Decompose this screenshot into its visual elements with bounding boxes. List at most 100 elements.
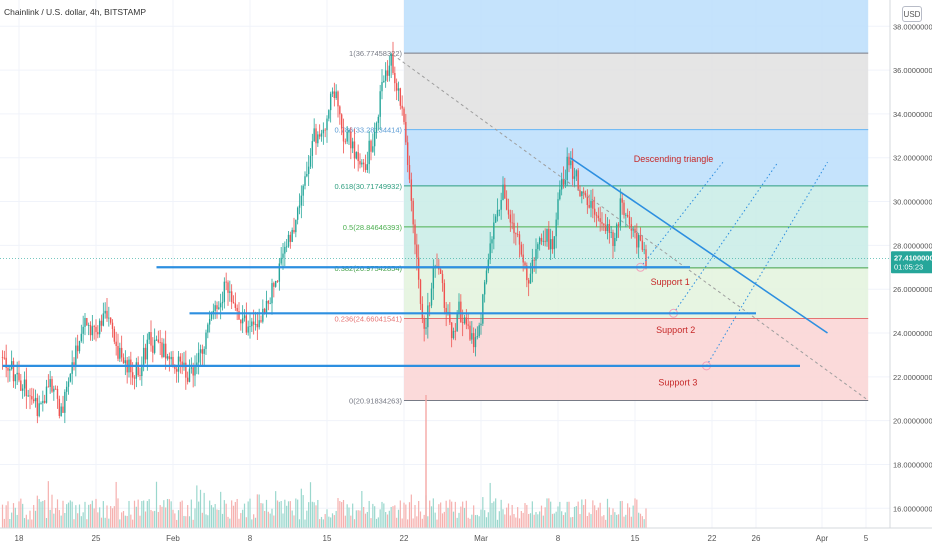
volume-bar <box>385 512 387 528</box>
candle-body <box>262 308 264 322</box>
candle-body <box>405 121 407 143</box>
volume-bar <box>463 507 466 528</box>
volume-bar <box>227 516 229 528</box>
volume-bar <box>366 511 368 528</box>
candle-body <box>630 224 633 231</box>
volume-bar <box>451 501 453 528</box>
volume-bar <box>416 516 418 528</box>
volume-bar <box>20 498 22 528</box>
fib-level-label: 0(20.91834263) <box>349 397 402 406</box>
candle-body <box>203 348 205 354</box>
volume-bar <box>465 500 467 528</box>
candle-body <box>511 222 513 224</box>
fibonacci-retracement[interactable]: 1(36.77458322) 0.786(33.28134414) 0.618(30… <box>334 0 869 406</box>
candle-body <box>263 308 266 314</box>
volume-bar <box>454 501 456 528</box>
candle-body <box>166 356 169 359</box>
candle-body <box>460 301 462 323</box>
candle-body <box>302 185 304 196</box>
candle-body <box>637 235 640 248</box>
volume-bar <box>434 512 436 528</box>
volume-bar <box>75 505 77 528</box>
triangle-label: Descending triangle <box>634 154 714 164</box>
volume-bar <box>474 515 477 528</box>
candle-body <box>368 140 370 165</box>
candle-body <box>232 302 235 304</box>
candle-body <box>579 190 581 197</box>
volume-bar <box>639 513 642 528</box>
volume-bar <box>194 508 196 528</box>
candle-body <box>119 347 121 359</box>
volume-bar <box>540 505 543 528</box>
candle-body <box>269 303 271 305</box>
candle-body <box>181 361 183 368</box>
volume-bar <box>320 516 323 528</box>
volume-bar <box>86 519 88 528</box>
candle-body <box>626 214 629 217</box>
time-axis[interactable]: 18 25 Feb 8 15 22 Mar 8 15 22 26 Apr 5 <box>0 527 932 550</box>
volume-bar <box>34 510 37 528</box>
candle-body <box>150 332 152 346</box>
candle-body <box>526 265 528 281</box>
price-axis[interactable]: 38.00000000 36.00000000 34.00000000 32.0000… <box>889 0 932 550</box>
candle-body <box>548 228 550 250</box>
volume-bar <box>625 514 627 528</box>
volume-bar <box>311 501 313 528</box>
volume-bar <box>133 500 136 528</box>
candle-body <box>102 313 105 326</box>
volume-bar <box>643 519 645 528</box>
candle-body <box>603 223 605 226</box>
candle-body <box>562 179 565 185</box>
currency-scale-button[interactable]: USD <box>902 6 922 22</box>
candle-body <box>267 300 270 304</box>
candle-body <box>639 235 642 241</box>
candle-body <box>69 373 72 382</box>
candle-body <box>135 362 138 379</box>
candle-body <box>225 281 227 283</box>
volume-bar <box>42 500 44 528</box>
volume-bar <box>155 481 158 528</box>
volume-bar <box>198 501 200 528</box>
volume-bar <box>520 511 522 528</box>
candle-body <box>23 379 26 389</box>
candle-body <box>186 377 189 382</box>
volume-bar <box>119 519 121 528</box>
candle-body <box>91 326 94 336</box>
volume-bar <box>242 509 244 528</box>
volume-bar <box>603 515 605 528</box>
candle-body <box>553 236 556 250</box>
volume-bar <box>1 504 4 528</box>
candle-body <box>251 321 253 327</box>
candle-body <box>595 214 598 216</box>
bar-countdown: 01:05:23 <box>894 262 923 271</box>
price-tick-label: 16.00000000 <box>893 504 932 513</box>
candle-body <box>524 262 526 266</box>
volume-bar <box>594 505 596 528</box>
candle-body <box>320 133 323 137</box>
candle-body <box>428 305 431 307</box>
chart-drawings[interactable] <box>0 54 890 400</box>
candle-body <box>12 361 15 382</box>
volume-bar <box>51 494 53 528</box>
volume-bar <box>100 517 103 528</box>
candle-body <box>223 281 226 302</box>
volume-bar <box>641 516 643 528</box>
candle-body <box>610 232 612 233</box>
volume-bar <box>53 513 55 528</box>
volume-bar <box>500 499 502 528</box>
candle-body <box>518 234 521 245</box>
volume-bar <box>627 503 629 528</box>
time-tick-label: 15 <box>631 534 640 543</box>
volume-bar <box>555 511 557 528</box>
volume-bar <box>137 499 139 528</box>
candle-body <box>49 379 51 387</box>
volume-bar <box>152 511 154 528</box>
volume-bar <box>297 499 299 528</box>
volume-bar <box>66 504 68 528</box>
volume-bar <box>601 516 603 528</box>
candle-body <box>318 134 321 137</box>
volume-bar <box>553 513 555 528</box>
volume-bar <box>638 512 640 528</box>
candle-body <box>309 155 312 167</box>
